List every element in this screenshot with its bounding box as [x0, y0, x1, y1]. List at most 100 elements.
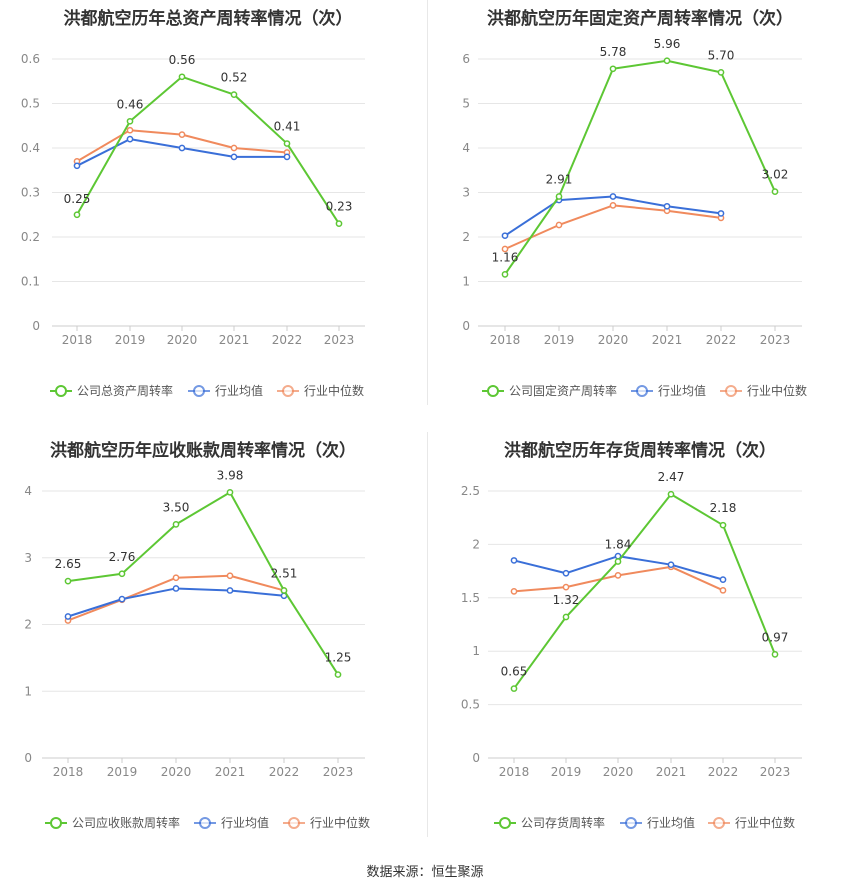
x-tick-label: 2018: [499, 765, 530, 779]
legend-swatch-marker: [625, 817, 637, 829]
vertical-divider: [427, 432, 428, 837]
data-point: [226, 572, 234, 580]
legend-swatch-marker: [499, 817, 511, 829]
y-tick-label: 0.2: [21, 230, 40, 244]
y-tick-label: 2.5: [461, 484, 480, 498]
x-tick-label: 2021: [219, 333, 250, 347]
legend-label: 行业均值: [647, 815, 695, 830]
y-tick-label: 0.3: [21, 186, 40, 200]
chart-title: 洪都航空历年固定资产周转率情况（次）: [487, 8, 793, 29]
series-line-0: [513, 493, 776, 690]
y-tick-label: 2: [472, 537, 480, 551]
y-tick-label: 2: [24, 618, 32, 632]
legend-label: 公司固定资产周转率: [509, 383, 617, 398]
y-tick-label: 2: [462, 230, 470, 244]
data-label: 3.50: [163, 500, 190, 514]
data-point: [172, 521, 180, 528]
x-tick-label: 2018: [490, 333, 521, 347]
data-point: [226, 587, 234, 594]
data-label: 0.41: [274, 120, 301, 134]
data-point: [226, 488, 234, 496]
data-point: [771, 188, 779, 195]
y-tick-label: 0: [24, 751, 32, 765]
data-point: [334, 671, 342, 678]
data-point: [501, 245, 509, 253]
x-tick-label: 2023: [324, 333, 355, 347]
data-point: [562, 613, 570, 621]
data-label: 0.65: [501, 665, 528, 679]
data-point: [501, 232, 509, 240]
x-tick-label: 2019: [544, 333, 575, 347]
y-tick-label: 1.5: [461, 591, 480, 605]
legend-label: 行业中位数: [304, 383, 364, 398]
y-tick-label: 0: [462, 319, 470, 333]
x-tick-label: 2021: [652, 333, 683, 347]
data-label: 5.96: [654, 37, 681, 51]
data-point: [126, 126, 134, 134]
legend-swatch-marker: [713, 817, 725, 829]
x-tick-label: 2019: [551, 765, 582, 779]
legend-swatch-marker: [50, 817, 62, 829]
data-point: [118, 570, 126, 578]
data-point: [73, 162, 81, 170]
series-line-1: [67, 587, 285, 618]
y-tick-label: 4: [462, 141, 470, 155]
series-line-0: [504, 59, 776, 275]
data-label: 1.84: [605, 537, 632, 551]
y-tick-label: 3: [462, 186, 470, 200]
data-label: 1.25: [325, 651, 352, 665]
data-label: 2.18: [710, 501, 737, 515]
legend-label: 行业中位数: [735, 815, 795, 830]
chart-title: 洪都航空历年应收账款周转率情况（次）: [50, 440, 356, 461]
data-point: [172, 585, 180, 592]
y-tick-label: 5: [462, 97, 470, 111]
data-point: [64, 613, 72, 620]
data-point: [614, 558, 622, 565]
legend-swatch-marker: [288, 817, 300, 829]
legend-swatch-marker: [55, 385, 67, 397]
x-tick-label: 2020: [603, 765, 634, 779]
data-point: [609, 202, 617, 209]
data-point: [609, 193, 617, 200]
y-tick-label: 0.5: [461, 698, 480, 712]
data-label: 2.91: [546, 173, 573, 187]
legend-label: 行业均值: [215, 383, 263, 398]
data-point: [126, 135, 134, 143]
y-tick-label: 4: [24, 484, 32, 498]
chart-title: 洪都航空历年存货周转率情况（次）: [504, 440, 776, 461]
data-point: [663, 202, 671, 210]
data-point: [230, 153, 238, 161]
y-tick-label: 0: [472, 751, 480, 765]
series-line-0: [76, 75, 340, 225]
data-label: 5.78: [600, 45, 627, 59]
data-label: 2.47: [658, 470, 685, 484]
data-point: [614, 572, 622, 579]
x-tick-label: 2021: [656, 765, 687, 779]
x-tick-label: 2020: [161, 765, 192, 779]
data-point: [283, 140, 291, 147]
x-tick-label: 2022: [272, 333, 303, 347]
data-point: [230, 91, 238, 98]
x-tick-label: 2022: [269, 765, 300, 779]
data-label: 0.97: [762, 630, 789, 644]
data-label: 3.02: [762, 168, 789, 182]
data-point: [663, 57, 671, 65]
data-point: [283, 153, 291, 161]
x-tick-label: 2020: [598, 333, 629, 347]
series-line-2: [67, 574, 285, 622]
legend-swatch-marker: [636, 385, 648, 397]
data-point: [501, 271, 509, 278]
x-tick-label: 2023: [760, 765, 791, 779]
data-label: 3.98: [217, 468, 244, 482]
y-tick-label: 0.5: [21, 97, 40, 111]
data-point: [667, 561, 675, 569]
data-label: 0.56: [169, 53, 196, 67]
data-point: [64, 577, 72, 585]
x-tick-label: 2023: [760, 333, 791, 347]
vertical-divider: [427, 0, 428, 405]
data-point: [178, 144, 186, 152]
data-point: [335, 220, 343, 227]
data-point: [172, 574, 180, 582]
data-point: [178, 73, 186, 81]
data-label: 0.46: [117, 97, 144, 111]
